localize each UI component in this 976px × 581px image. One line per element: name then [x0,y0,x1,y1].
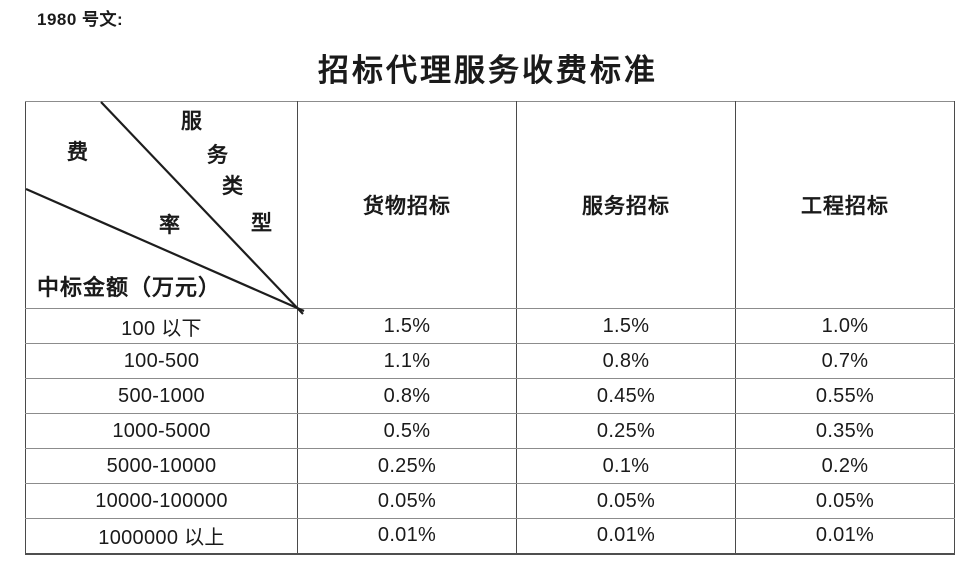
column-header-goods: 货物招标 [297,101,517,309]
page-title: 招标代理服务收费标准 [318,53,658,88]
rate-cell: 0.05% [735,483,955,519]
row-range: 500-1000 [25,378,298,414]
rate-cell: 0.01% [297,518,517,554]
corner-label-type-char-2: 务 [207,143,228,167]
corner-label-type-char-4: 型 [251,211,272,235]
table-row: 100-500 1.1% 0.8% 0.7% [25,343,955,379]
rate-cell: 0.55% [735,378,955,414]
row-range: 5000-10000 [25,448,298,484]
row-range: 100-500 [25,343,298,379]
rate-cell: 0.25% [297,448,517,484]
rate-cell: 0.25% [516,413,736,449]
rate-cell: 0.2% [735,448,955,484]
row-range: 1000-5000 [25,413,298,449]
column-header-services: 服务招标 [516,101,736,309]
table-row: 10000-100000 0.05% 0.05% 0.05% [25,483,955,519]
rate-cell: 0.5% [297,413,517,449]
table-row: 100 以下 1.5% 1.5% 1.0% [25,308,955,344]
rate-cell: 0.45% [516,378,736,414]
fee-table: 费 率 服 务 类 型 中标金额（万元） 货物招标 服务招标 工程招标 100 … [25,101,955,555]
rate-cell: 1.1% [297,343,517,379]
corner-label-amount: 中标金额（万元） [37,275,222,300]
rate-cell: 0.01% [516,518,736,554]
rate-cell: 0.8% [297,378,517,414]
rate-cell: 0.05% [516,483,736,519]
rate-cell: 0.1% [516,448,736,484]
column-header-works: 工程招标 [735,101,955,309]
table-row: 1000-5000 0.5% 0.25% 0.35% [25,413,955,449]
table-row: 5000-10000 0.25% 0.1% 0.2% [25,448,955,484]
doc-ref: 1980 号文: [37,10,124,29]
corner-header-cell: 费 率 服 务 类 型 中标金额（万元） [25,101,305,315]
row-range: 10000-100000 [25,483,298,519]
rate-cell: 0.8% [516,343,736,379]
rate-cell: 1.0% [735,308,955,344]
corner-label-rate-char-2: 率 [159,213,180,237]
table-row: 500-1000 0.8% 0.45% 0.55% [25,378,955,414]
row-range: 1000000 以上 [25,518,298,554]
row-range: 100 以下 [25,308,298,344]
rate-cell: 1.5% [516,308,736,344]
table-row: 1000000 以上 0.01% 0.01% 0.01% [25,518,955,554]
rate-cell: 0.01% [735,518,955,554]
rate-cell: 1.5% [297,308,517,344]
table-header-row: 费 率 服 务 类 型 中标金额（万元） 货物招标 服务招标 工程招标 [25,101,955,315]
rate-cell: 0.05% [297,483,517,519]
corner-label-type-char-1: 服 [181,109,202,133]
rate-cell: 0.7% [735,343,955,379]
rate-cell: 0.35% [735,413,955,449]
corner-label-type-char-3: 类 [222,174,243,198]
corner-label-rate-char-1: 费 [67,140,88,164]
